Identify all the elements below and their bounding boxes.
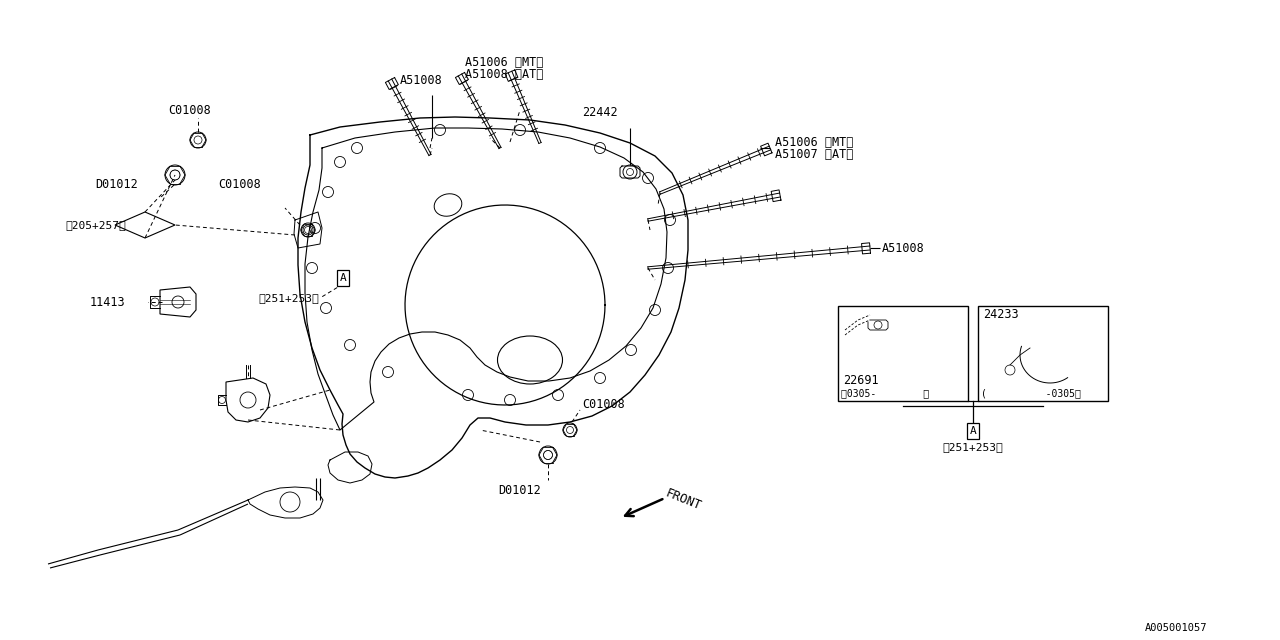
- Text: C01008: C01008: [218, 179, 261, 191]
- Text: 〈251+253〉: 〈251+253〉: [942, 442, 1004, 452]
- Text: A51008: A51008: [399, 74, 443, 86]
- Text: A: A: [970, 426, 977, 436]
- Text: A51006 〈MT〉: A51006 〈MT〉: [465, 56, 544, 68]
- Text: D01012: D01012: [95, 179, 138, 191]
- Text: 11413: 11413: [90, 296, 125, 308]
- Text: 〈251+253〉: 〈251+253〉: [259, 293, 319, 303]
- Text: (          -0305〉: ( -0305〉: [980, 388, 1080, 398]
- Text: A005001057: A005001057: [1146, 623, 1207, 633]
- Text: 〈205+257〉: 〈205+257〉: [65, 220, 125, 230]
- Text: D01012: D01012: [499, 483, 541, 497]
- Text: A51008 〈AT〉: A51008 〈AT〉: [465, 68, 544, 81]
- FancyBboxPatch shape: [838, 306, 968, 401]
- Text: 24233: 24233: [983, 307, 1019, 321]
- Text: A: A: [339, 273, 347, 283]
- Text: C01008: C01008: [582, 399, 625, 412]
- Text: A51006 〈MT〉: A51006 〈MT〉: [774, 136, 854, 148]
- Text: C01008: C01008: [168, 104, 211, 116]
- Text: FRONT: FRONT: [663, 487, 703, 513]
- FancyBboxPatch shape: [978, 306, 1108, 401]
- Text: 22442: 22442: [582, 106, 618, 120]
- Text: 〨0305-        〩: 〨0305- 〩: [841, 388, 929, 398]
- Text: A51007 〈AT〉: A51007 〈AT〉: [774, 148, 854, 161]
- Text: 22691: 22691: [844, 374, 878, 387]
- Text: A51008: A51008: [882, 241, 924, 255]
